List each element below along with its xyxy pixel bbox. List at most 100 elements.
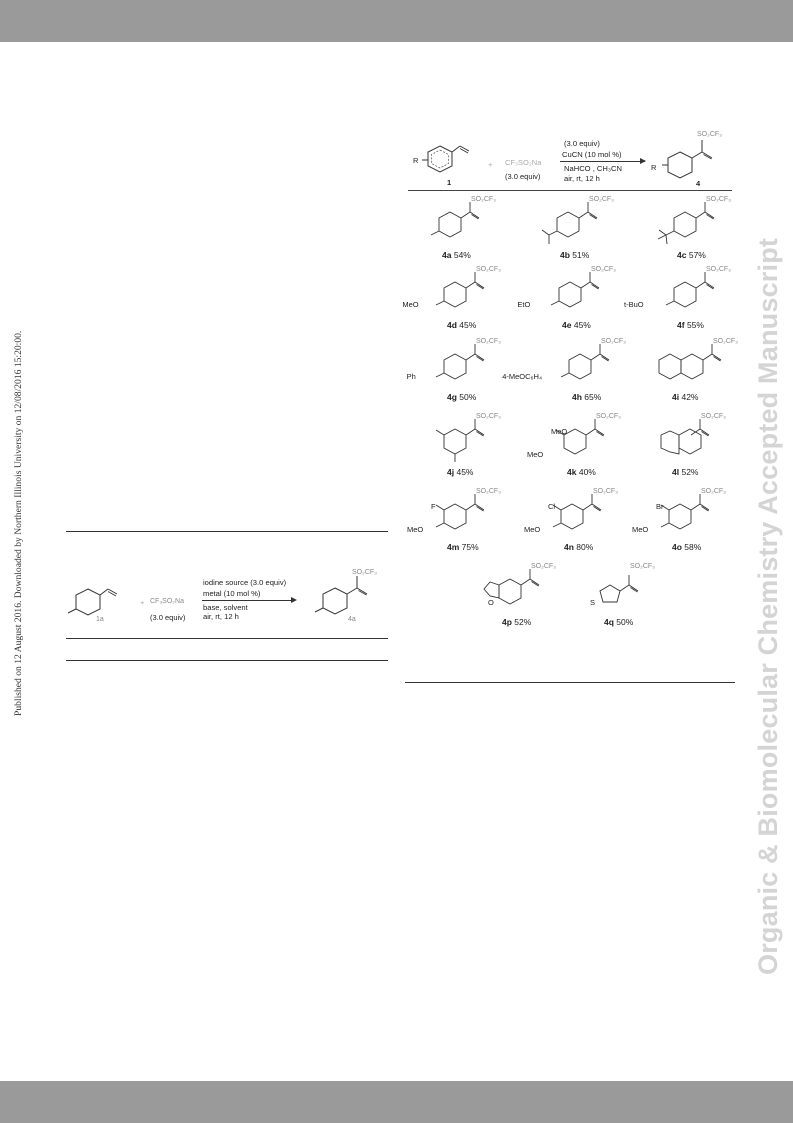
so2cf3-group: SO₂CF₃	[476, 413, 502, 420]
substituent-label: EtO	[517, 300, 531, 309]
product-4a-structure	[305, 570, 385, 630]
product-4i-structure	[640, 340, 730, 395]
substituent-label: Cl	[548, 502, 556, 511]
reaction-arrow	[202, 600, 294, 601]
so2cf3-group: SO₂CF₃	[601, 338, 627, 345]
heteroatom-label: S	[590, 598, 596, 607]
yield-value: 58%	[684, 542, 702, 552]
table-bottom-rule	[66, 660, 388, 661]
so2cf3-group: SO₂CF₃	[476, 266, 502, 273]
yield-value: 45%	[456, 467, 474, 477]
so2cf3-group: SO₂CF₃	[471, 196, 497, 203]
product-4q-structure	[572, 565, 662, 620]
condition-iodine: (3.0 equiv)	[564, 139, 600, 148]
heteroatom-label: O	[488, 598, 494, 607]
compound-label: 4g 50%	[447, 392, 476, 402]
product-4b-structure	[528, 198, 618, 253]
product-4c-structure	[645, 198, 735, 253]
reagent-name: CF₃SO₂Na	[505, 158, 542, 167]
compound-id: 4m	[447, 542, 460, 552]
so2cf3-group: SO₂CF₃	[352, 569, 378, 576]
compound-label: 4b 51%	[560, 250, 589, 260]
product-r-label: R	[651, 163, 657, 172]
compound-label: 4f 55%	[677, 320, 704, 330]
product-4g-structure	[415, 340, 505, 395]
compound-id: 4b	[560, 250, 570, 260]
styrene-structure	[420, 140, 480, 190]
so2cf3-group: SO₂CF₃	[706, 196, 732, 203]
so2cf3-group: SO₂CF₃	[713, 338, 739, 345]
compound-id: 4f	[677, 320, 685, 330]
condition-catalyst: CuCN (10 mol %)	[562, 150, 622, 159]
yield-value: 65%	[584, 392, 602, 402]
so2cf3-group: SO₂CF₃	[593, 488, 619, 495]
compound-1-label: 1	[447, 178, 452, 187]
compound-label: 4n 80%	[564, 542, 593, 552]
substituent-label: MeO	[524, 525, 541, 534]
compound-label: 4e 45%	[562, 320, 591, 330]
compound-id: 4h	[572, 392, 582, 402]
compound-label: 4d 45%	[447, 320, 476, 330]
yield-value: 42%	[681, 392, 699, 402]
compound-id: 4j	[447, 467, 455, 477]
reaction-arrow	[560, 161, 645, 162]
substituent-label: Ph	[406, 372, 416, 381]
compound-label: 4o 58%	[672, 542, 701, 552]
so2cf3-group: SO₂CF₃	[701, 488, 727, 495]
substituent-label: t-BuO	[624, 300, 644, 309]
journal-watermark: Organic & Biomolecular Chemistry Accepte…	[753, 237, 783, 975]
compound-label: 4c 57%	[677, 250, 706, 260]
compound-id: 4o	[672, 542, 682, 552]
compound-1a-label: 1a	[96, 616, 104, 623]
product-4-structure	[660, 130, 730, 190]
yield-value: 54%	[453, 250, 471, 260]
so2cf3-group: SO₂CF₃	[591, 266, 617, 273]
yield-value: 45%	[459, 320, 477, 330]
product-4f-structure	[645, 268, 735, 323]
scheme-top-rule	[408, 190, 732, 191]
substituent-label: F	[431, 502, 436, 511]
scheme-bottom-rule	[405, 682, 735, 683]
compound-label: 4l 52%	[672, 467, 698, 477]
publication-note: Published on 12 August 2016. Downloaded …	[13, 330, 24, 716]
product-4j-structure	[415, 415, 505, 470]
yield-value: 45%	[573, 320, 591, 330]
yield-value: 57%	[688, 250, 706, 260]
compound-id: 4p	[502, 617, 512, 627]
substituent-label: 4-MeOC₆H₄	[502, 372, 543, 381]
reagent-name: CF₃SO₂Na	[150, 598, 184, 605]
compound-label: 4m 75%	[447, 542, 479, 552]
product-4p-structure	[470, 565, 560, 620]
compound-id: 4i	[672, 392, 680, 402]
compound-id: 4k	[567, 467, 577, 477]
arrow-head	[291, 597, 297, 603]
compound-id: 4e	[562, 320, 572, 330]
yield-value: 75%	[461, 542, 479, 552]
reagent-equiv: (3.0 equiv)	[150, 613, 186, 622]
substituent-label: MeO	[527, 450, 544, 459]
compound-4a-label: 4a	[348, 616, 356, 623]
so2cf3-group: SO₂CF₃	[596, 413, 622, 420]
substituent-label: Br	[656, 502, 664, 511]
product-4a-structure	[410, 198, 500, 253]
header-bar	[0, 0, 793, 42]
product-4h-structure	[540, 340, 630, 395]
substituent-label: MeO	[407, 525, 424, 534]
so2cf3-group: SO₂CF₃	[697, 131, 723, 138]
so2cf3-group: SO₂CF₃	[531, 563, 557, 570]
so2cf3-group: SO₂CF₃	[476, 488, 502, 495]
plus-sign: +	[140, 598, 145, 607]
arrow-head	[640, 158, 646, 164]
yield-value: 50%	[459, 392, 477, 402]
condition-base: NaHCO , CH₃CN	[564, 164, 622, 173]
compound-label: 4k 40%	[567, 467, 596, 477]
so2cf3-group: SO₂CF₃	[589, 196, 615, 203]
yield-value: 40%	[578, 467, 596, 477]
table-mid-rule	[66, 638, 388, 639]
compound-label: 4q 50%	[604, 617, 633, 627]
product-4e-structure	[530, 268, 620, 323]
compound-id: 4n	[564, 542, 574, 552]
styrene-1a-structure	[62, 585, 132, 630]
substituent-label: MeO	[551, 427, 568, 436]
condition-air: air, rt, 12 h	[203, 612, 239, 621]
